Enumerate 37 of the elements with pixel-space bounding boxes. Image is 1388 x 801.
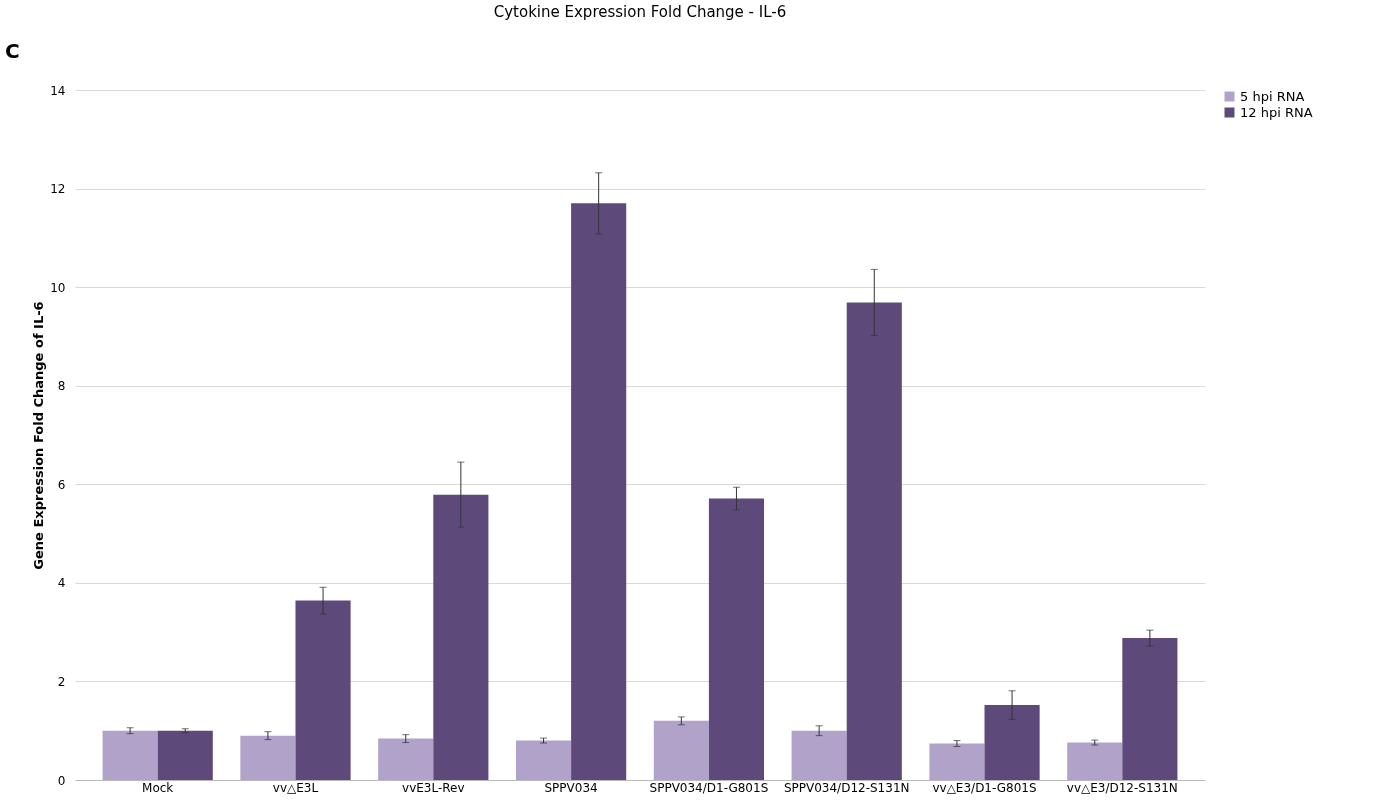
bar xyxy=(846,302,902,780)
bar xyxy=(929,743,985,780)
x-tick-label: vv△E3/D12-S131N xyxy=(1066,780,1178,795)
y-tick-label: 0 xyxy=(57,773,66,788)
bar xyxy=(515,740,572,780)
y-tick-label: 4 xyxy=(57,576,66,591)
x-tick-label: SPPV034/D12-S131N xyxy=(783,780,910,795)
x-tick-label: SPPV034/D1-G801S xyxy=(649,780,769,795)
chart-title: Cytokine Expression Fold Change - IL-6 xyxy=(493,3,787,21)
y-axis-title: Gene Expression Fold Change of IL-6 xyxy=(31,301,47,570)
bar xyxy=(157,730,213,780)
bar xyxy=(791,730,847,780)
bar xyxy=(378,738,434,780)
bar xyxy=(433,494,489,780)
y-tick-label: 6 xyxy=(57,477,66,492)
x-tick-label: Mock xyxy=(142,780,174,795)
bar xyxy=(571,203,627,780)
y-tick-label: 8 xyxy=(57,379,66,394)
y-tick-label: 12 xyxy=(50,182,66,197)
x-tick-label: vv△E3L xyxy=(272,780,319,795)
text: C xyxy=(5,39,20,63)
legend-label: 12 hpi RNA xyxy=(1240,104,1313,120)
y-tick-label: 14 xyxy=(50,83,66,98)
bar xyxy=(1067,742,1123,780)
bar xyxy=(984,705,1040,780)
bar xyxy=(102,730,158,780)
x-tick-label: SPPV034 xyxy=(544,780,598,795)
bar xyxy=(240,735,296,780)
x-tick-label: vv△E3/D1-G801S xyxy=(932,780,1037,795)
bar xyxy=(1122,638,1178,780)
x-tick-label: vvE3L-Rev xyxy=(402,780,465,795)
legend-label: 5 hpi RNA xyxy=(1240,88,1305,104)
y-tick-label: 2 xyxy=(57,674,66,689)
y-tick-label: 10 xyxy=(50,280,66,295)
bar xyxy=(708,498,765,780)
bar xyxy=(653,720,709,780)
bar xyxy=(295,600,351,780)
